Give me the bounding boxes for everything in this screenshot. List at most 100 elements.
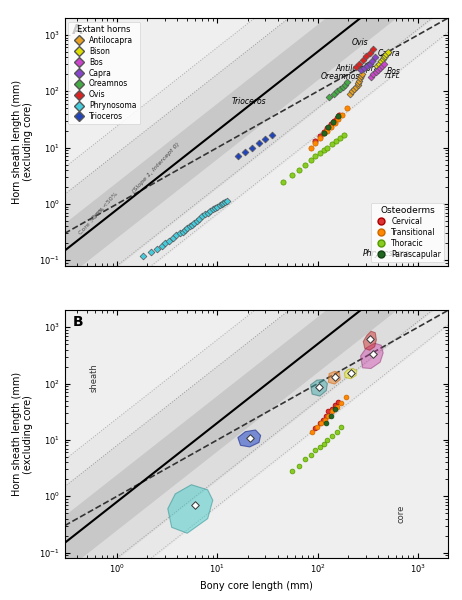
Point: [312, 152, 319, 161]
Point: [173, 230, 180, 240]
Point: [161, 238, 169, 248]
Point: [169, 233, 176, 242]
Point: [367, 72, 375, 82]
Text: Bos: Bos: [380, 67, 401, 76]
Point: [333, 86, 340, 96]
Point: [183, 223, 191, 232]
Text: Phrynosoma: Phrynosoma: [363, 249, 410, 258]
Point: [320, 128, 328, 138]
Point: [341, 80, 349, 89]
Point: [354, 80, 361, 89]
Point: [320, 145, 328, 155]
Point: [312, 424, 319, 433]
Point: [319, 415, 326, 424]
Point: [307, 155, 314, 165]
Point: [366, 48, 373, 58]
Point: [332, 136, 340, 146]
Point: [316, 133, 323, 142]
Point: [321, 415, 328, 424]
Point: [325, 407, 332, 416]
Point: [325, 122, 332, 132]
Point: [370, 349, 377, 358]
Point: [188, 220, 196, 229]
Point: [324, 124, 331, 133]
Point: [356, 73, 364, 83]
Point: [309, 427, 316, 436]
Point: [327, 122, 334, 132]
Point: [324, 143, 331, 152]
Point: [182, 225, 189, 235]
Point: [288, 170, 295, 180]
Point: [337, 398, 345, 408]
Point: [246, 433, 253, 442]
Point: [320, 127, 328, 137]
Point: [346, 89, 354, 98]
Point: [331, 400, 339, 410]
Point: [317, 418, 325, 428]
Point: [373, 61, 381, 71]
Point: [336, 110, 343, 120]
Point: [209, 205, 217, 214]
Point: [316, 131, 323, 141]
Point: [216, 200, 223, 210]
Point: [376, 59, 383, 68]
Point: [195, 214, 202, 224]
Point: [328, 139, 335, 149]
Point: [248, 143, 255, 152]
Point: [334, 397, 341, 406]
Polygon shape: [310, 380, 328, 396]
Point: [325, 411, 332, 421]
Point: [324, 126, 331, 136]
Point: [337, 84, 344, 94]
Point: [334, 115, 342, 124]
Point: [191, 218, 198, 228]
Point: [201, 209, 208, 219]
Point: [179, 227, 186, 236]
Point: [343, 103, 351, 113]
Point: [279, 177, 286, 187]
Point: [316, 148, 323, 158]
Text: B: B: [73, 315, 83, 329]
Point: [307, 450, 314, 460]
Point: [320, 128, 328, 138]
Point: [380, 53, 388, 62]
Text: Core >50%: Core >50%: [78, 206, 106, 236]
Point: [347, 368, 355, 378]
Point: [371, 53, 378, 62]
Point: [333, 427, 340, 436]
Polygon shape: [363, 331, 377, 350]
Point: [176, 229, 183, 238]
Point: [158, 241, 166, 251]
Point: [165, 236, 173, 246]
Text: (Slope 1, Intercept 0): (Slope 1, Intercept 0): [132, 141, 181, 194]
Point: [356, 76, 363, 85]
Polygon shape: [345, 368, 357, 379]
Point: [384, 47, 391, 57]
Text: Antilocapra: Antilocapra: [335, 64, 379, 79]
Y-axis label: Horn sheath length (mm)
(excluding core): Horn sheath length (mm) (excluding core): [12, 372, 33, 496]
Point: [214, 202, 221, 211]
Point: [339, 82, 346, 92]
Point: [369, 56, 376, 65]
Point: [382, 49, 389, 59]
Text: Oreamnos: Oreamnos: [321, 72, 360, 89]
Point: [337, 422, 345, 432]
Point: [333, 113, 340, 122]
Point: [316, 442, 323, 452]
Point: [333, 403, 340, 412]
Point: [352, 82, 359, 92]
Point: [212, 203, 219, 213]
Point: [224, 196, 231, 205]
Point: [372, 67, 379, 77]
Point: [322, 418, 329, 428]
Point: [341, 130, 348, 139]
Point: [222, 197, 229, 206]
Point: [328, 407, 336, 416]
Point: [357, 65, 365, 74]
Polygon shape: [361, 343, 383, 368]
Point: [218, 199, 225, 209]
Point: [327, 119, 334, 129]
Point: [242, 147, 249, 157]
Point: [316, 418, 323, 428]
Point: [307, 143, 314, 152]
